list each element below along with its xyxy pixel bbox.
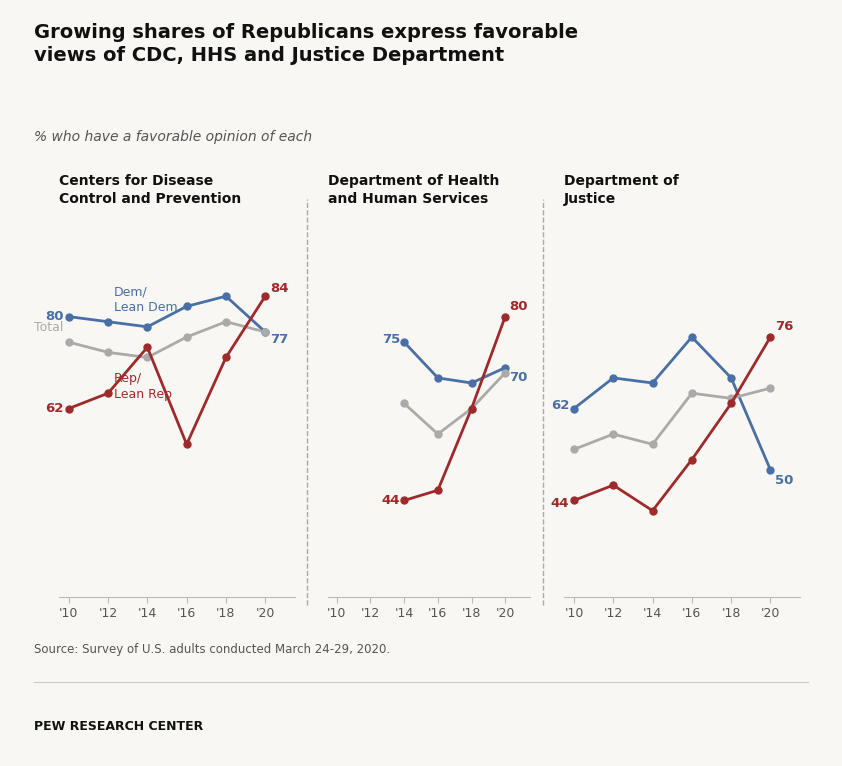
Text: 44: 44 <box>381 494 400 507</box>
Text: 77: 77 <box>270 333 289 346</box>
Text: 75: 75 <box>381 333 400 346</box>
Text: 44: 44 <box>551 496 569 509</box>
Text: Dem/
Lean Dem: Dem/ Lean Dem <box>114 285 178 314</box>
Text: 70: 70 <box>509 372 528 385</box>
Text: % who have a favorable opinion of each: % who have a favorable opinion of each <box>34 130 312 144</box>
Text: Department of Health
and Human Services: Department of Health and Human Services <box>328 174 500 206</box>
Text: Growing shares of Republicans express favorable
views of CDC, HHS and Justice De: Growing shares of Republicans express fa… <box>34 23 578 65</box>
Text: 62: 62 <box>551 400 569 412</box>
Text: 62: 62 <box>45 402 64 415</box>
Text: 80: 80 <box>509 300 528 313</box>
Text: Total: Total <box>35 322 64 335</box>
Text: 50: 50 <box>775 473 794 486</box>
Text: Department of
Justice: Department of Justice <box>564 174 679 206</box>
Text: Source: Survey of U.S. adults conducted March 24-29, 2020.: Source: Survey of U.S. adults conducted … <box>34 643 390 656</box>
Text: Rep/
Lean Rep: Rep/ Lean Rep <box>114 372 172 401</box>
Text: Centers for Disease
Control and Prevention: Centers for Disease Control and Preventi… <box>59 174 241 206</box>
Text: 84: 84 <box>270 282 289 295</box>
Text: PEW RESEARCH CENTER: PEW RESEARCH CENTER <box>34 720 203 733</box>
Text: 80: 80 <box>45 310 64 323</box>
Text: 76: 76 <box>775 320 794 333</box>
